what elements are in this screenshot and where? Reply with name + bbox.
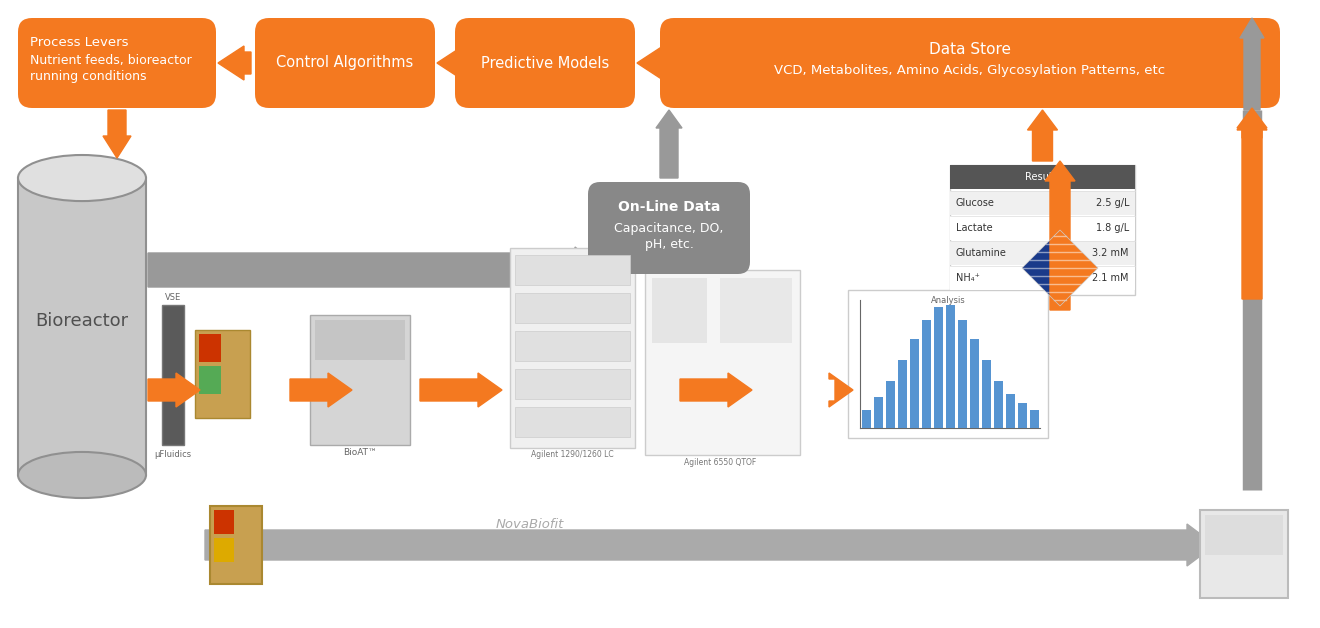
- Text: pH, etc.: pH, etc.: [644, 238, 693, 251]
- Polygon shape: [1022, 230, 1060, 306]
- Text: Glutamine: Glutamine: [956, 248, 1007, 258]
- Bar: [199, 334, 220, 362]
- Bar: [1018, 403, 1027, 428]
- Text: Control Algorithms: Control Algorithms: [276, 55, 413, 70]
- Text: Agilent 1290/1260 LC: Agilent 1290/1260 LC: [531, 450, 614, 459]
- Text: Glucose: Glucose: [956, 198, 995, 208]
- Ellipse shape: [18, 155, 147, 201]
- FancyArrow shape: [829, 373, 853, 407]
- Text: 2.1 mM: 2.1 mM: [1093, 273, 1129, 283]
- Bar: [950, 191, 1135, 215]
- FancyBboxPatch shape: [255, 18, 436, 108]
- Bar: [935, 308, 942, 428]
- Text: running conditions: running conditions: [30, 70, 147, 83]
- FancyArrow shape: [205, 524, 1214, 566]
- FancyArrow shape: [290, 373, 352, 407]
- Text: NovaBiofit: NovaBiofit: [496, 519, 564, 531]
- FancyBboxPatch shape: [18, 18, 216, 108]
- FancyArrow shape: [1237, 110, 1267, 299]
- Bar: [950, 165, 1135, 295]
- FancyArrow shape: [1027, 110, 1057, 161]
- Bar: [847, 290, 1048, 438]
- Bar: [515, 369, 630, 399]
- Bar: [950, 165, 1135, 189]
- Bar: [898, 360, 907, 428]
- FancyArrow shape: [218, 46, 251, 80]
- Ellipse shape: [18, 452, 147, 498]
- Bar: [950, 266, 1135, 290]
- FancyArrow shape: [148, 247, 603, 293]
- Text: BioAT™: BioAT™: [343, 448, 378, 457]
- Text: Nutrient feeds, bioreactor: Nutrient feeds, bioreactor: [30, 54, 191, 67]
- FancyArrow shape: [656, 110, 682, 178]
- Bar: [515, 331, 630, 361]
- Bar: [886, 381, 895, 428]
- FancyArrow shape: [437, 46, 470, 80]
- Bar: [946, 305, 954, 428]
- Polygon shape: [1060, 230, 1098, 306]
- FancyArrow shape: [420, 373, 502, 407]
- Bar: [950, 216, 1135, 240]
- Bar: [862, 409, 871, 428]
- Bar: [645, 270, 800, 455]
- Bar: [1200, 510, 1288, 598]
- Bar: [921, 320, 931, 428]
- Bar: [909, 340, 919, 428]
- Bar: [515, 255, 630, 285]
- FancyArrow shape: [148, 373, 201, 407]
- Bar: [994, 381, 1003, 428]
- Text: Agilent 6550 QTOF: Agilent 6550 QTOF: [684, 458, 756, 467]
- Bar: [214, 538, 234, 562]
- Text: On-Line Data: On-Line Data: [618, 200, 721, 214]
- Bar: [515, 293, 630, 323]
- FancyArrow shape: [680, 373, 752, 407]
- Bar: [1205, 515, 1283, 555]
- Bar: [982, 360, 991, 428]
- Bar: [1006, 394, 1015, 428]
- FancyBboxPatch shape: [587, 182, 750, 274]
- FancyArrow shape: [1237, 108, 1267, 138]
- FancyBboxPatch shape: [455, 18, 635, 108]
- FancyBboxPatch shape: [660, 18, 1280, 108]
- Bar: [510, 248, 635, 448]
- Text: Analysis: Analysis: [931, 296, 965, 305]
- Bar: [315, 320, 405, 360]
- Bar: [18, 178, 147, 475]
- Text: 3.2 mM: 3.2 mM: [1093, 248, 1129, 258]
- Text: μFluidics: μFluidics: [154, 450, 191, 459]
- Bar: [310, 315, 411, 445]
- Bar: [195, 330, 249, 418]
- Bar: [515, 407, 630, 437]
- Text: VSE: VSE: [165, 293, 181, 302]
- Text: 1.8 g/L: 1.8 g/L: [1096, 223, 1129, 233]
- Bar: [970, 340, 979, 428]
- Bar: [1030, 409, 1039, 428]
- Text: Capacitance, DO,: Capacitance, DO,: [614, 222, 723, 235]
- Bar: [214, 510, 234, 534]
- Text: Process Levers: Process Levers: [30, 36, 128, 49]
- FancyArrow shape: [638, 46, 671, 80]
- Bar: [652, 278, 708, 343]
- Bar: [958, 320, 968, 428]
- Text: Bioreactor: Bioreactor: [36, 312, 128, 330]
- Bar: [199, 366, 220, 394]
- Bar: [162, 305, 183, 445]
- Bar: [719, 278, 792, 343]
- FancyArrow shape: [1239, 18, 1265, 110]
- Text: Results: Results: [1024, 172, 1060, 182]
- FancyArrow shape: [103, 110, 131, 158]
- FancyArrow shape: [1045, 161, 1074, 310]
- Text: Data Store: Data Store: [929, 42, 1011, 57]
- Bar: [950, 241, 1135, 265]
- Text: 2.5 g/L: 2.5 g/L: [1096, 198, 1129, 208]
- Text: Lactate: Lactate: [956, 223, 993, 233]
- Text: Predictive Models: Predictive Models: [480, 55, 609, 70]
- Text: VCD, Metabolites, Amino Acids, Glycosylation Patterns, etc: VCD, Metabolites, Amino Acids, Glycosyla…: [775, 64, 1166, 77]
- Bar: [210, 506, 261, 584]
- Bar: [874, 398, 883, 428]
- Text: NH₄⁺: NH₄⁺: [956, 273, 979, 283]
